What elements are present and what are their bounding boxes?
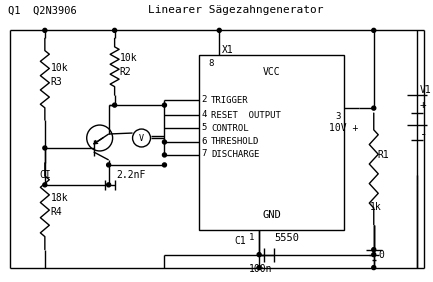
Bar — [199, 55, 344, 230]
Circle shape — [257, 253, 261, 257]
Text: Linearer Sägezahngenerator: Linearer Sägezahngenerator — [148, 5, 323, 16]
Text: 1k: 1k — [370, 202, 381, 212]
Text: THRESHOLD: THRESHOLD — [211, 138, 260, 146]
Text: DISCHARGE: DISCHARGE — [211, 151, 260, 159]
Text: Q1  Q2N3906: Q1 Q2N3906 — [8, 5, 77, 16]
Circle shape — [162, 140, 166, 144]
Text: C1: C1 — [234, 236, 246, 246]
Text: R1: R1 — [378, 150, 390, 160]
Text: 10k: 10k — [51, 63, 68, 73]
Text: CONTROL: CONTROL — [211, 124, 249, 133]
Circle shape — [43, 28, 47, 32]
Text: 2: 2 — [201, 95, 207, 104]
Text: 8: 8 — [208, 59, 213, 68]
Text: R4: R4 — [51, 207, 63, 217]
Text: 5: 5 — [201, 123, 207, 131]
Circle shape — [107, 183, 111, 187]
Text: VCC: VCC — [263, 67, 281, 77]
Circle shape — [372, 106, 376, 110]
Text: V: V — [139, 133, 144, 142]
Circle shape — [162, 153, 166, 157]
Text: 4: 4 — [201, 110, 207, 119]
Text: 0: 0 — [379, 250, 385, 260]
Text: RESET  OUTPUT: RESET OUTPUT — [211, 111, 281, 120]
Circle shape — [372, 266, 376, 270]
Text: 5550: 5550 — [274, 233, 299, 243]
Circle shape — [43, 183, 47, 187]
Text: 2.2nF: 2.2nF — [116, 170, 146, 180]
Circle shape — [217, 28, 221, 32]
Text: X1: X1 — [222, 45, 234, 55]
Text: 100n: 100n — [249, 264, 273, 274]
Text: 7: 7 — [201, 149, 207, 158]
Circle shape — [113, 28, 116, 32]
Text: CI: CI — [40, 170, 52, 180]
Circle shape — [107, 163, 111, 167]
Text: R2: R2 — [120, 67, 131, 77]
Text: 1: 1 — [249, 233, 254, 242]
Text: V1: V1 — [420, 85, 431, 95]
Text: TRIGGER: TRIGGER — [211, 96, 249, 105]
Text: 18k: 18k — [51, 193, 68, 203]
Text: -: - — [420, 129, 427, 142]
Text: 10k: 10k — [120, 53, 137, 63]
Circle shape — [257, 266, 261, 270]
Circle shape — [372, 253, 376, 257]
Circle shape — [113, 103, 116, 107]
Text: R3: R3 — [51, 77, 63, 87]
Circle shape — [162, 163, 166, 167]
Circle shape — [162, 103, 166, 107]
Circle shape — [372, 28, 376, 32]
Text: 10V +: 10V + — [329, 123, 358, 133]
Text: GND: GND — [262, 210, 281, 220]
Circle shape — [372, 248, 376, 252]
Text: 6: 6 — [201, 136, 207, 146]
Text: +: + — [420, 100, 427, 110]
Circle shape — [43, 146, 47, 150]
Text: 3: 3 — [336, 112, 341, 121]
